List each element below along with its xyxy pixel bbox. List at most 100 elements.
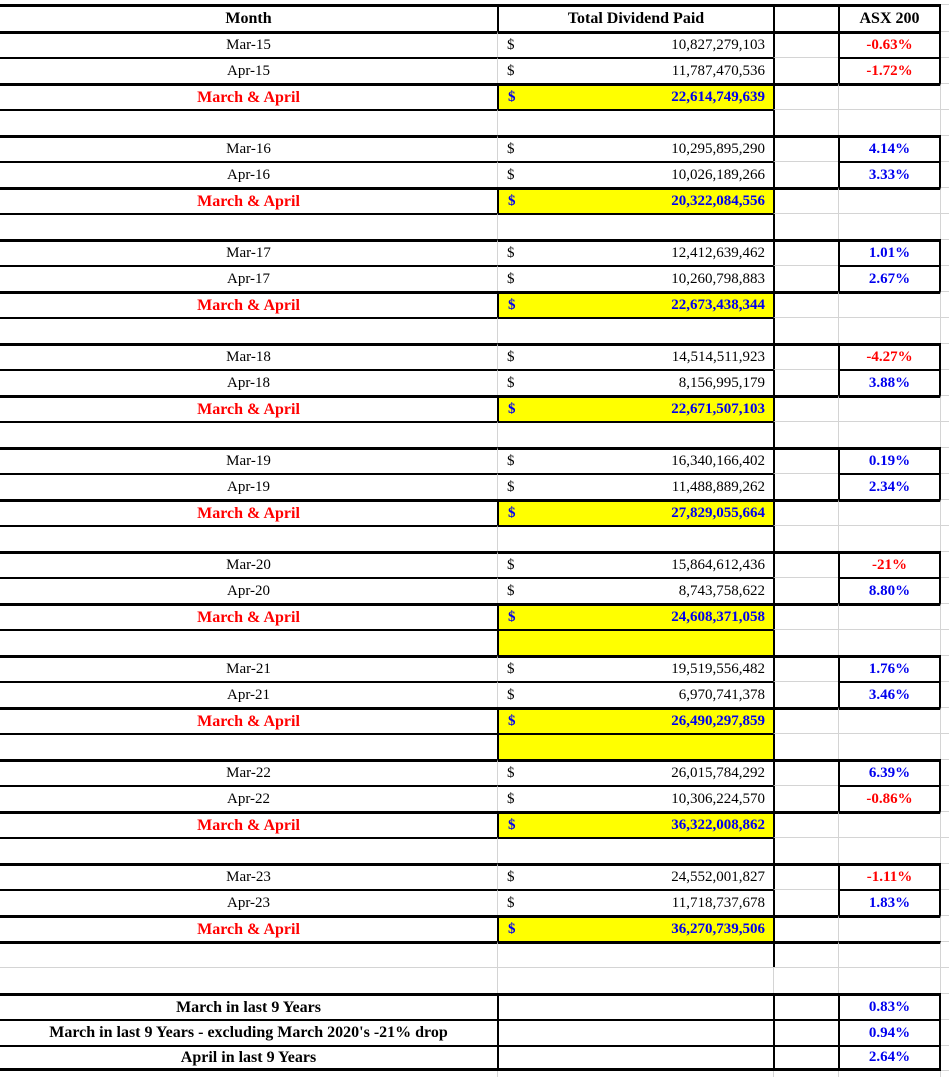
cell-month[interactable] [0, 733, 497, 759]
cell-asx[interactable] [838, 395, 941, 421]
cell-month[interactable]: Apr-23 [0, 889, 497, 915]
cell-month[interactable]: Apr-16 [0, 161, 497, 187]
cell-asx[interactable]: 1.76% [838, 655, 941, 681]
cell-total-label[interactable]: March & April [0, 499, 497, 525]
cell-asx[interactable] [838, 109, 941, 135]
cell-month[interactable]: Apr-22 [0, 785, 497, 811]
cell-summary-label[interactable]: April in last 9 Years [0, 1045, 497, 1071]
cell-dividend[interactable]: $11,787,470,536 [497, 57, 773, 83]
cell-month[interactable]: Mar-19 [0, 447, 497, 473]
cell-dividend[interactable]: $8,743,758,622 [497, 577, 773, 603]
cell-dividend[interactable]: $6,970,741,378 [497, 681, 773, 707]
cell-dividend[interactable]: $19,519,556,482 [497, 655, 773, 681]
cell-dividend[interactable]: $12,412,639,462 [497, 239, 773, 265]
cell-asx[interactable] [838, 83, 941, 109]
cell-asx[interactable] [838, 915, 941, 941]
cell-total-label[interactable]: March & April [0, 915, 497, 941]
cell-dividend[interactable]: $10,306,224,570 [497, 785, 773, 811]
cell-total-label[interactable]: March & April [0, 395, 497, 421]
cell-asx[interactable] [838, 499, 941, 525]
cell-asx[interactable]: -1.11% [838, 863, 941, 889]
cell-month[interactable]: Mar-20 [0, 551, 497, 577]
cell-dividend[interactable] [497, 733, 773, 759]
cell-total-dividend[interactable]: $36,270,739,506 [497, 915, 773, 941]
cell-asx[interactable]: -0.63% [838, 31, 941, 57]
cell-asx[interactable]: 8.80% [838, 577, 941, 603]
cell-dividend[interactable] [497, 1019, 773, 1045]
cell-asx[interactable]: 3.46% [838, 681, 941, 707]
cell-total-dividend[interactable]: $22,614,749,639 [497, 83, 773, 109]
cell-month[interactable]: Apr-15 [0, 57, 497, 83]
cell-month[interactable]: Mar-15 [0, 31, 497, 57]
cell-dividend[interactable] [497, 109, 773, 135]
cell-month[interactable] [0, 629, 497, 655]
cell-total-label[interactable]: March & April [0, 187, 497, 213]
cell-asx[interactable] [838, 421, 941, 447]
cell-asx[interactable] [838, 525, 941, 551]
cell-month[interactable]: Mar-23 [0, 863, 497, 889]
cell-month[interactable]: Apr-19 [0, 473, 497, 499]
cell-asx[interactable]: 0.19% [838, 447, 941, 473]
cell-dividend[interactable] [497, 993, 773, 1019]
header-cell-asx[interactable]: ASX 200 [838, 4, 941, 31]
cell-month[interactable]: Apr-17 [0, 265, 497, 291]
cell-month[interactable]: Mar-21 [0, 655, 497, 681]
cell-asx[interactable]: 2.34% [838, 473, 941, 499]
cell-asx[interactable]: 0.83% [838, 993, 941, 1019]
cell-dividend[interactable]: $15,864,612,436 [497, 551, 773, 577]
cell-month[interactable]: Apr-21 [0, 681, 497, 707]
cell-dividend[interactable]: $11,718,737,678 [497, 889, 773, 915]
cell-asx[interactable] [838, 317, 941, 343]
cell-dividend[interactable]: $10,260,798,883 [497, 265, 773, 291]
cell-dividend[interactable]: $24,552,001,827 [497, 863, 773, 889]
cell-dividend[interactable] [497, 629, 773, 655]
cell-total-label[interactable]: March & April [0, 707, 497, 733]
cell-month[interactable] [0, 317, 497, 343]
cell-month[interactable] [0, 837, 497, 863]
header-cell-dividend[interactable]: Total Dividend Paid [497, 4, 773, 31]
cell-total-label[interactable]: March & April [0, 603, 497, 629]
cell-asx[interactable]: 1.01% [838, 239, 941, 265]
cell-asx[interactable]: -4.27% [838, 343, 941, 369]
cell-asx[interactable]: -21% [838, 551, 941, 577]
cell-asx[interactable] [838, 187, 941, 213]
cell-asx[interactable]: 0.94% [838, 1019, 941, 1045]
cell-month[interactable]: Mar-17 [0, 239, 497, 265]
cell-month[interactable]: Apr-20 [0, 577, 497, 603]
cell-dividend[interactable] [497, 941, 773, 967]
cell-asx[interactable]: 2.64% [838, 1045, 941, 1071]
cell-dividend[interactable] [497, 1045, 773, 1071]
cell-dividend[interactable]: $16,340,166,402 [497, 447, 773, 473]
cell-asx[interactable]: -1.72% [838, 57, 941, 83]
cell-month[interactable]: Mar-22 [0, 759, 497, 785]
cell-summary-label[interactable]: March in last 9 Years - excluding March … [0, 1019, 497, 1045]
cell-dividend[interactable]: $11,488,889,262 [497, 473, 773, 499]
cell-month[interactable] [0, 109, 497, 135]
cell-asx[interactable] [838, 967, 941, 993]
cell-total-dividend[interactable]: $26,490,297,859 [497, 707, 773, 733]
cell-month[interactable] [0, 967, 497, 993]
cell-asx[interactable] [838, 941, 941, 967]
cell-dividend[interactable] [497, 317, 773, 343]
cell-asx[interactable] [838, 733, 941, 759]
cell-total-dividend[interactable]: $22,673,438,344 [497, 291, 773, 317]
cell-month[interactable] [0, 213, 497, 239]
cell-month[interactable] [0, 941, 497, 967]
cell-month[interactable] [0, 421, 497, 447]
cell-total-label[interactable]: March & April [0, 83, 497, 109]
header-cell-month[interactable]: Month [0, 4, 497, 31]
cell-month[interactable]: Mar-16 [0, 135, 497, 161]
cell-asx[interactable]: 4.14% [838, 135, 941, 161]
cell-asx[interactable]: 3.33% [838, 161, 941, 187]
cell-total-dividend[interactable]: $36,322,008,862 [497, 811, 773, 837]
cell-asx[interactable]: 1.83% [838, 889, 941, 915]
cell-dividend[interactable]: $26,015,784,292 [497, 759, 773, 785]
cell-summary-label[interactable]: March in last 9 Years [0, 993, 497, 1019]
cell-dividend[interactable]: $8,156,995,179 [497, 369, 773, 395]
cell-dividend[interactable] [497, 525, 773, 551]
cell-asx[interactable] [838, 213, 941, 239]
cell-asx[interactable] [838, 291, 941, 317]
cell-asx[interactable]: 2.67% [838, 265, 941, 291]
cell-month[interactable] [0, 525, 497, 551]
cell-total-dividend[interactable]: $24,608,371,058 [497, 603, 773, 629]
